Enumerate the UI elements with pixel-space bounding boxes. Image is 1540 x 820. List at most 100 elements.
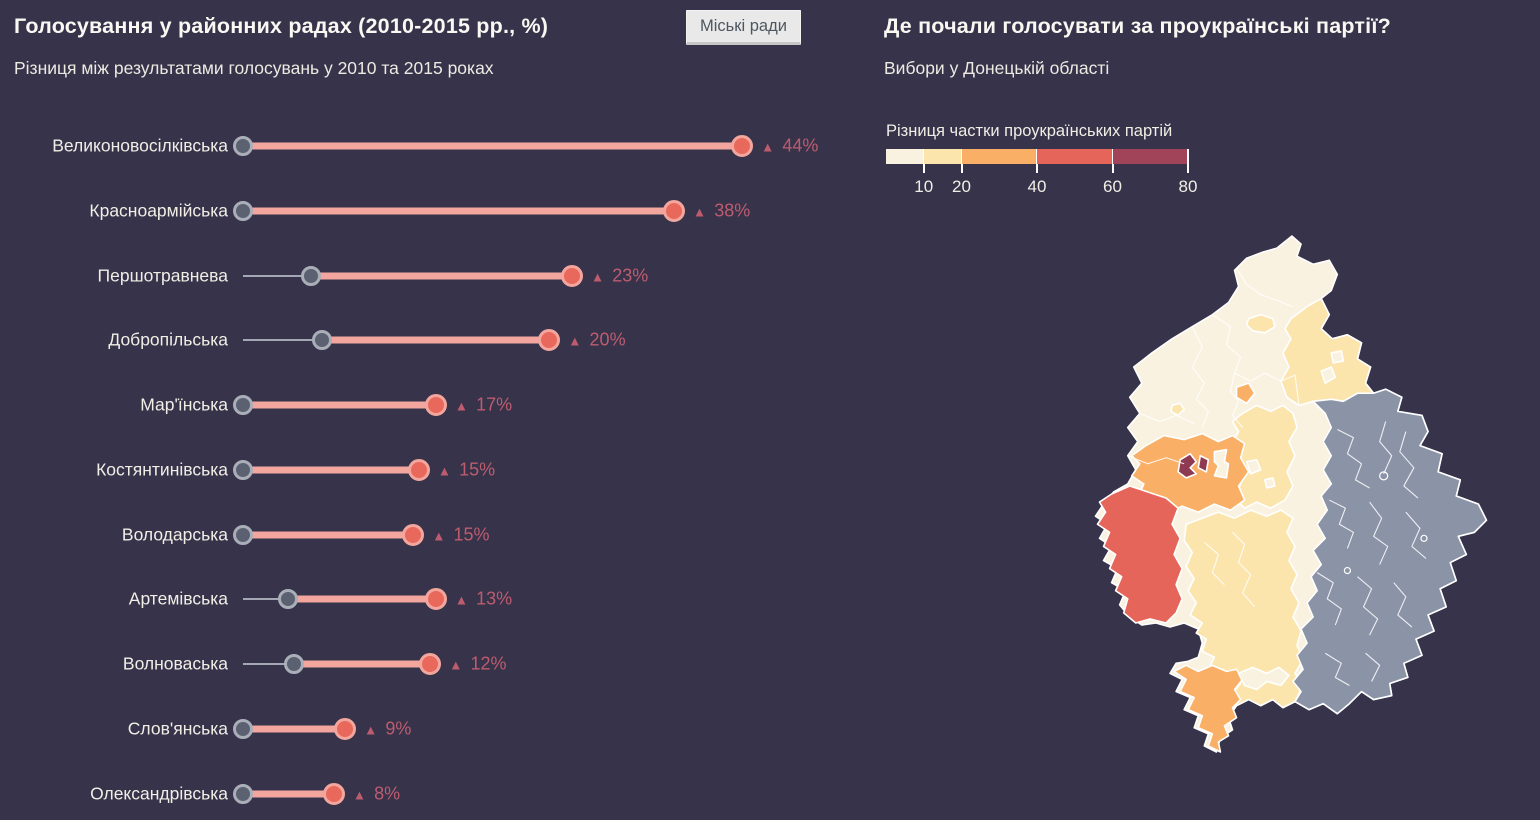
change-bar (243, 725, 346, 733)
increase-arrow-icon: ▲ (437, 463, 452, 479)
dot-2010 (233, 200, 253, 221)
map-region-south-cream-patch (1237, 666, 1290, 691)
dot-2010 (233, 459, 253, 480)
map-region-south-orange (1173, 664, 1244, 753)
left-chart-subtitle: Різниця між результатами голосувань у 20… (14, 58, 494, 78)
chart-row: Красноармійська ▲ 38% (0, 194, 870, 228)
connector-2010-line (243, 663, 295, 666)
row-label: Артемівська (128, 588, 228, 609)
map-region-cream-enclave-c-2 (1263, 477, 1276, 489)
district-border-line (1250, 372, 1300, 406)
district-border-line (1127, 455, 1185, 465)
legend-tick-label: 80 (1178, 177, 1198, 196)
city-enclave-outline (1379, 471, 1389, 481)
increase-arrow-icon: ▲ (590, 269, 605, 285)
increase-arrow-icon: ▲ (568, 333, 582, 349)
district-border-line (1357, 576, 1379, 636)
dot-2015 (424, 394, 447, 417)
map-subtitle: Вибори у Донецькій області (884, 58, 1110, 78)
row-label: Першотравнева (97, 265, 228, 286)
district-border-line (1379, 421, 1393, 475)
diff-value: ▲ 13% (455, 589, 512, 610)
map-region-cream-enclave-ne-2 (1320, 366, 1337, 384)
increase-arrow-icon: ▲ (432, 528, 446, 544)
district-border-line (1324, 652, 1350, 686)
district-border-line (1393, 582, 1413, 628)
legend-tick (1187, 149, 1189, 173)
change-bar (243, 466, 419, 474)
diff-percent: 17% (476, 394, 513, 415)
district-border-line (1369, 501, 1389, 565)
dot-2015 (322, 782, 345, 805)
diff-percent: 15% (453, 524, 490, 545)
increase-arrow-icon: ▲ (449, 657, 463, 673)
legend-segment (1112, 149, 1188, 164)
legend-title: Різниця частки проукраїнських партій (886, 122, 1173, 140)
dot-2010 (312, 330, 333, 351)
legend-tick-label: 20 (952, 177, 971, 196)
diff-percent: 15% (459, 459, 496, 480)
diff-percent: 8% (374, 783, 401, 804)
district-border-line (1236, 267, 1294, 308)
district-border-line (1337, 429, 1370, 489)
legend-tick-label: 40 (1027, 177, 1047, 196)
row-label: Олександрівська (90, 783, 228, 804)
legend-segment (886, 149, 924, 164)
district-border-line (1365, 652, 1381, 682)
map-region-cream-enclave-i (1213, 448, 1230, 479)
chart-row: Артемівська ▲ 13% (0, 582, 870, 616)
dot-2010 (284, 654, 305, 675)
dot-2010 (233, 718, 253, 739)
row-label: Володарська (121, 524, 228, 545)
district-border-line (1212, 314, 1251, 382)
row-label: Великоновосілківська (52, 135, 228, 156)
row-label: Красноармійська (89, 200, 228, 221)
increase-arrow-icon: ▲ (454, 398, 469, 414)
map-region-sloviansk-city-yellow (1245, 313, 1276, 334)
map-region-city-enclave-maroon-2 (1197, 454, 1210, 473)
dumbbell-chart: Великоновосілківська ▲ 44% Красноармійська ▲… (0, 135, 870, 805)
change-bar (311, 272, 572, 280)
city-councils-toggle-button[interactable]: Міські ради (686, 10, 801, 45)
diff-percent: 13% (476, 588, 513, 609)
map-region-cream-enclave-ne-1 (1330, 350, 1345, 364)
legend-color-scale: 10 20 40 60 80 (886, 149, 1197, 196)
diff-value: ▲ 20% (568, 330, 625, 351)
diff-percent: 38% (714, 200, 751, 221)
change-bar (243, 401, 436, 409)
map-region-city-enclave-orange (1235, 382, 1256, 405)
row-label: Волноваська (122, 653, 228, 674)
diff-percent: 23% (612, 265, 649, 286)
dot-2010 (233, 395, 253, 416)
dot-2015 (334, 717, 357, 740)
map-region-small-yellow-patch (1170, 402, 1185, 417)
change-bar (243, 531, 414, 539)
increase-arrow-icon: ▲ (760, 139, 775, 155)
map-region-cream-enclave-c-1 (1245, 458, 1262, 475)
dot-2015 (538, 329, 561, 352)
map-region-west-red (1096, 485, 1183, 624)
dot-2010 (301, 265, 322, 286)
dot-2015 (407, 458, 430, 481)
legend-segment (961, 149, 1037, 164)
connector-2010-line (243, 274, 312, 277)
donetsk-oblast-map (1094, 235, 1488, 753)
diff-value: ▲ 15% (438, 459, 495, 480)
row-label: Добропільська (108, 329, 228, 350)
connector-2010-line (243, 339, 323, 342)
row-label: Костянтинівська (96, 459, 228, 480)
chart-row: Добропільська ▲ 20% (0, 323, 870, 357)
diff-percent: 9% (385, 718, 412, 739)
district-border-line (1232, 531, 1256, 608)
dot-2015 (730, 135, 753, 157)
dot-2015 (560, 264, 583, 287)
legend-segment (1037, 149, 1113, 164)
dot-2010 (233, 524, 253, 545)
district-border-line (1329, 499, 1355, 549)
legend-tick-label: 60 (1103, 177, 1122, 196)
chart-row: Першотравнева ▲ 23% (0, 259, 870, 293)
map-region-south-yellow (1183, 509, 1304, 709)
diff-value: ▲ 38% (693, 200, 750, 221)
district-border-line (1191, 326, 1209, 428)
map-region-city-enclave-maroon-1 (1177, 452, 1198, 479)
